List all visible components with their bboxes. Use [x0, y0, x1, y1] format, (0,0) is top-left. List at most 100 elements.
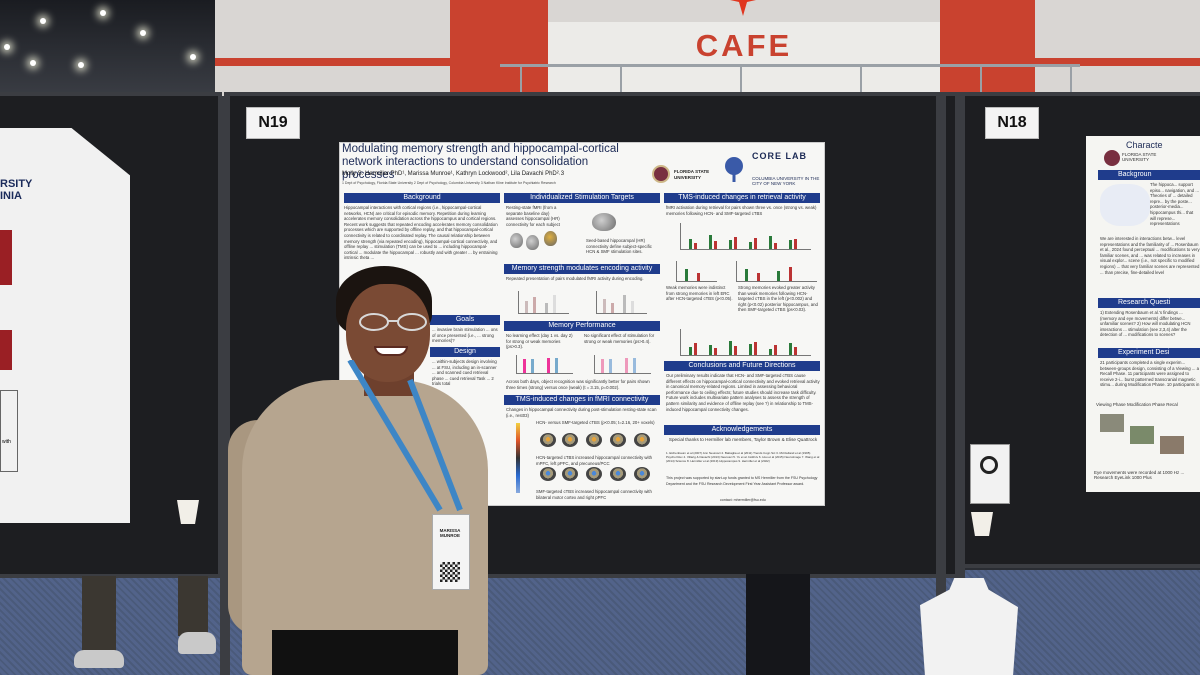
section-heading-encoding: Memory strength modulates encoding activ… — [504, 264, 660, 274]
section-text-memory-b: No significant effect of stimulation for… — [584, 333, 655, 344]
poster-right-text: 21 participants completed a single exper… — [1100, 360, 1200, 388]
tree-brain-icon — [725, 157, 743, 182]
poster-left-text: with — [2, 439, 11, 445]
badge-qr-code — [440, 562, 460, 582]
fsu-seal-icon — [652, 165, 670, 183]
section-heading-conclusions: Conclusions and Future Directions — [664, 361, 820, 371]
section-text-goals: ... invasive brain stimulation ... ons o… — [432, 327, 498, 344]
scene-photo — [1130, 426, 1154, 444]
section-text-memory-a: No learning effect (day 1 vs. day 2) for… — [506, 333, 573, 350]
retrieval-mini-chart — [736, 261, 817, 282]
qr-code-tag — [970, 444, 1010, 504]
section-heading-retrieval: TMS-induced changes in retrieval activit… — [664, 193, 820, 203]
section-heading-design: Design — [430, 347, 500, 357]
fsu-seal-icon — [1104, 150, 1120, 166]
presenter-face — [346, 284, 430, 382]
corelab-logo-text: CORE LAB — [752, 151, 807, 161]
memory-chart — [516, 355, 573, 374]
badge-name: MARISSA MUNROE — [439, 528, 461, 538]
section-heading-background: Background — [344, 193, 500, 203]
poster-right-phases: Viewing Phase Modification Phase Recal — [1096, 402, 1178, 407]
poster-title: Modulating memory strength and hippocamp… — [342, 143, 619, 181]
cafe-sign: CAFE — [695, 28, 793, 63]
brain-slice-image — [562, 467, 578, 481]
poster-right-footer: Eye movements were recorded at 1000 Hz .… — [1094, 470, 1185, 480]
red-column — [940, 0, 1035, 96]
glasses-icon — [359, 313, 427, 331]
section-heading-fmri: TMS-induced changes in fMRI connectivity — [504, 395, 660, 405]
brain-slice-image — [586, 467, 602, 481]
brain-scan-image — [592, 213, 616, 231]
retrieval-mini-chart — [676, 261, 717, 282]
lanyard — [347, 360, 463, 512]
board-number-n19: N19 — [246, 107, 300, 139]
board-post — [220, 96, 230, 675]
scene-photo — [1100, 414, 1124, 432]
section-text-acknowledgements: Special thanks to Hermiller lab members,… — [668, 437, 818, 442]
poster-right-heading: Experiment Desi — [1098, 348, 1200, 358]
board-post — [936, 96, 946, 675]
brain-slice-image — [586, 433, 602, 447]
brain-slice-image — [634, 467, 650, 481]
retrieval-bar-chart — [680, 223, 811, 250]
brain-slice-image — [610, 433, 626, 447]
visitor-leg — [82, 576, 116, 658]
retrieval-bar-chart — [680, 329, 811, 356]
poster-affiliations: 1 Dept of Psychology, Florida State Univ… — [342, 181, 556, 185]
poster-left-chart-bar — [0, 330, 12, 370]
cafe-wall — [548, 22, 940, 96]
brain-network-diagram — [1100, 184, 1150, 226]
section-heading-acknowledgements: Acknowledgements — [664, 425, 820, 435]
section-text-seed: Seed-based hippocampal (HR) connectivity… — [586, 238, 652, 255]
section-text-memory-c: Across both days, object recognition was… — [506, 379, 650, 390]
balcony-railing — [500, 64, 1080, 95]
visitor-shoe — [74, 650, 124, 668]
section-text-funding: This project was supported by start-up f… — [666, 476, 818, 486]
visitor-shoe — [178, 632, 216, 654]
section-text-hcn-result: HCN-targeted cTBS increased hippocampal … — [536, 455, 653, 466]
section-text-design: ... within-subjects design involving ...… — [432, 359, 497, 387]
section-text-retrieval: fMRI activation during retrieval for pai… — [666, 205, 817, 216]
poster-right-text: The hippoca... support episo... navigati… — [1150, 182, 1199, 227]
poster-right-text: We are interested in interactions betw..… — [1100, 236, 1200, 275]
encoding-chart — [518, 291, 569, 314]
poster-right-text: 1) Extending Rosenbaum et al.'s findings… — [1100, 310, 1191, 338]
scene-photo — [1160, 436, 1184, 454]
section-text-encoding: Repeated presentation of pairs modulated… — [506, 276, 644, 281]
section-text-retrieval-weak: Weak memories were indistinct from stron… — [666, 285, 733, 302]
poster-left-box: with — [0, 390, 18, 472]
section-text-references: 1. Eichenbaum et al (2007) Ann Neurosci … — [666, 451, 820, 463]
columbia-logo-text: COLUMBIA UNIVERSITY IN THE CITY OF NEW Y… — [752, 176, 820, 186]
visitor-leg — [178, 576, 208, 636]
section-text-conclusions: Our preliminary results indicate that HC… — [666, 373, 820, 412]
poster-right-heading: Research Questi — [1098, 298, 1200, 308]
qr-code-icon — [980, 456, 998, 474]
brain-scan-image — [544, 231, 557, 246]
paper-cup — [971, 512, 993, 536]
section-heading-goals: Goals — [430, 315, 500, 325]
brain-slice-image — [610, 467, 626, 481]
brain-slice-image — [634, 433, 650, 447]
poster-right-heading: Backgroun — [1098, 170, 1200, 180]
colorbar — [516, 423, 520, 493]
poster-left-chart-bar — [0, 230, 12, 285]
poster-contact: contact: mhermiller@fsu.edu — [720, 498, 766, 502]
brain-slice-image — [540, 467, 556, 481]
brain-scan-image — [510, 233, 523, 248]
fsu-logo-text: FLORIDA STATE UNIVERSITY — [674, 169, 710, 180]
board-post — [955, 96, 965, 675]
poster-left — [0, 128, 130, 523]
poster-right-fsu: FLORIDA STATE UNIVERSITY — [1122, 152, 1157, 162]
section-heading-memory: Memory Performance — [504, 321, 660, 331]
poster-authors: Molly S. Hermiller PhD¹, Marissa Munroe¹… — [342, 171, 565, 177]
memory-chart — [594, 355, 651, 374]
presenter-smile — [374, 346, 408, 356]
poster-right-title: Characte — [1126, 140, 1163, 150]
brain-scan-image — [526, 235, 539, 250]
brain-slice-image — [540, 433, 556, 447]
poster-left-title: RSITY INIA — [0, 178, 33, 202]
encoding-chart — [596, 291, 647, 314]
section-text-retrieval-strong: Strong memories evoked greater activity … — [738, 285, 818, 313]
board-number-n18: N18 — [985, 107, 1039, 139]
section-text-background: Hippocampal interactions with cortical r… — [344, 205, 498, 261]
